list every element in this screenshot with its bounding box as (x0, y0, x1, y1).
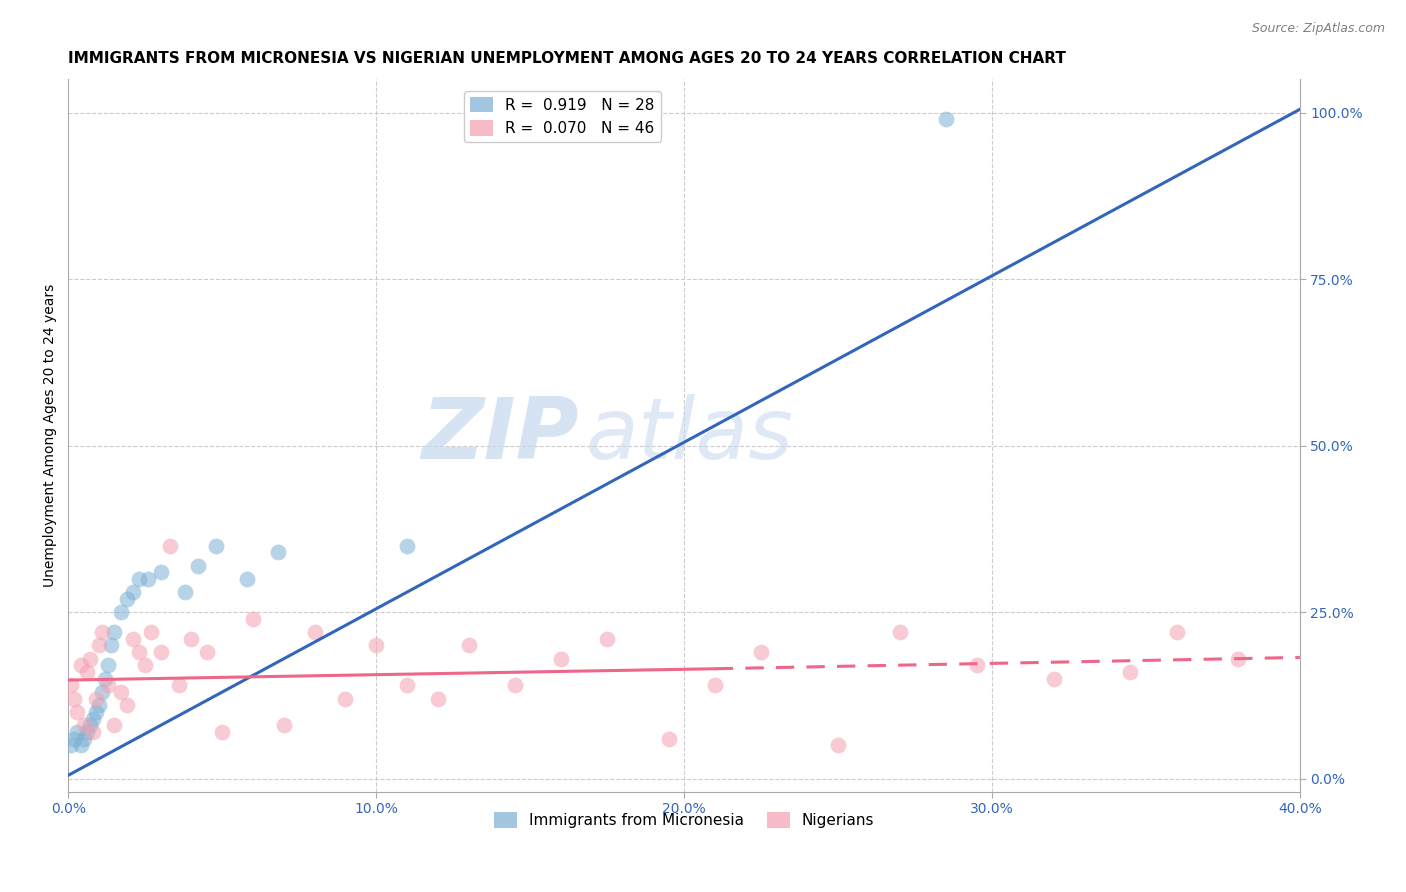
Point (335, 691, 357, 706)
Point (103, 625, 125, 640)
Point (167, 678, 190, 692)
Point (63, 691, 86, 706)
Point (128, 645, 150, 659)
Point (236, 572, 259, 586)
Point (935, 112, 957, 127)
Point (79, 652, 101, 666)
Point (136, 572, 159, 586)
Point (97, 658, 120, 673)
Point (69, 658, 91, 673)
Point (827, 739, 849, 753)
Point (110, 685, 132, 699)
Point (134, 658, 156, 673)
Text: Source: ZipAtlas.com: Source: ZipAtlas.com (1251, 22, 1385, 36)
Text: atlas: atlas (585, 394, 793, 477)
Point (63, 731, 86, 746)
Point (1227, 652, 1250, 666)
Point (304, 625, 326, 640)
Point (91, 685, 114, 699)
Point (122, 585, 145, 599)
Point (242, 612, 264, 626)
Point (366, 639, 388, 653)
Point (187, 558, 209, 573)
Point (211, 725, 233, 739)
Point (149, 565, 172, 579)
Point (426, 691, 449, 706)
Point (76, 725, 98, 739)
Point (1042, 672, 1064, 686)
Point (141, 625, 163, 640)
Point (66, 705, 89, 719)
Y-axis label: Unemployment Among Ages 20 to 24 years: Unemployment Among Ages 20 to 24 years (44, 284, 58, 587)
Point (703, 678, 725, 692)
Point (889, 625, 911, 640)
Point (84, 705, 107, 719)
Point (100, 639, 122, 653)
Point (1166, 625, 1188, 640)
Point (72, 731, 94, 746)
Point (87, 639, 110, 653)
Legend: Immigrants from Micronesia, Nigerians: Immigrants from Micronesia, Nigerians (488, 806, 880, 834)
Point (395, 678, 418, 692)
Point (79, 718, 101, 732)
Point (60, 678, 83, 692)
Point (103, 718, 125, 732)
Point (550, 652, 572, 666)
Text: IMMIGRANTS FROM MICRONESIA VS NIGERIAN UNEMPLOYMENT AMONG AGES 20 TO 24 YEARS CO: IMMIGRANTS FROM MICRONESIA VS NIGERIAN U… (69, 51, 1066, 66)
Point (395, 539, 418, 553)
Point (503, 678, 526, 692)
Point (658, 731, 681, 746)
Point (82, 712, 104, 726)
Point (195, 645, 218, 659)
Point (110, 605, 132, 619)
Point (122, 632, 145, 646)
Point (596, 632, 619, 646)
Point (66, 725, 89, 739)
Point (174, 585, 197, 599)
Point (97, 678, 120, 692)
Point (149, 645, 172, 659)
Point (94, 672, 117, 686)
Point (84, 691, 107, 706)
Point (76, 665, 98, 679)
Point (180, 632, 202, 646)
Point (115, 698, 138, 713)
Point (72, 718, 94, 732)
Point (966, 658, 988, 673)
Point (273, 718, 295, 732)
Point (1119, 665, 1142, 679)
Point (60, 739, 83, 753)
Point (87, 698, 110, 713)
Point (91, 625, 114, 640)
Point (457, 639, 479, 653)
Point (82, 725, 104, 739)
Point (266, 545, 288, 559)
Point (205, 539, 228, 553)
Point (159, 539, 181, 553)
Text: ZIP: ZIP (422, 394, 579, 477)
Point (69, 739, 91, 753)
Point (128, 572, 150, 586)
Point (115, 591, 138, 606)
Point (749, 645, 772, 659)
